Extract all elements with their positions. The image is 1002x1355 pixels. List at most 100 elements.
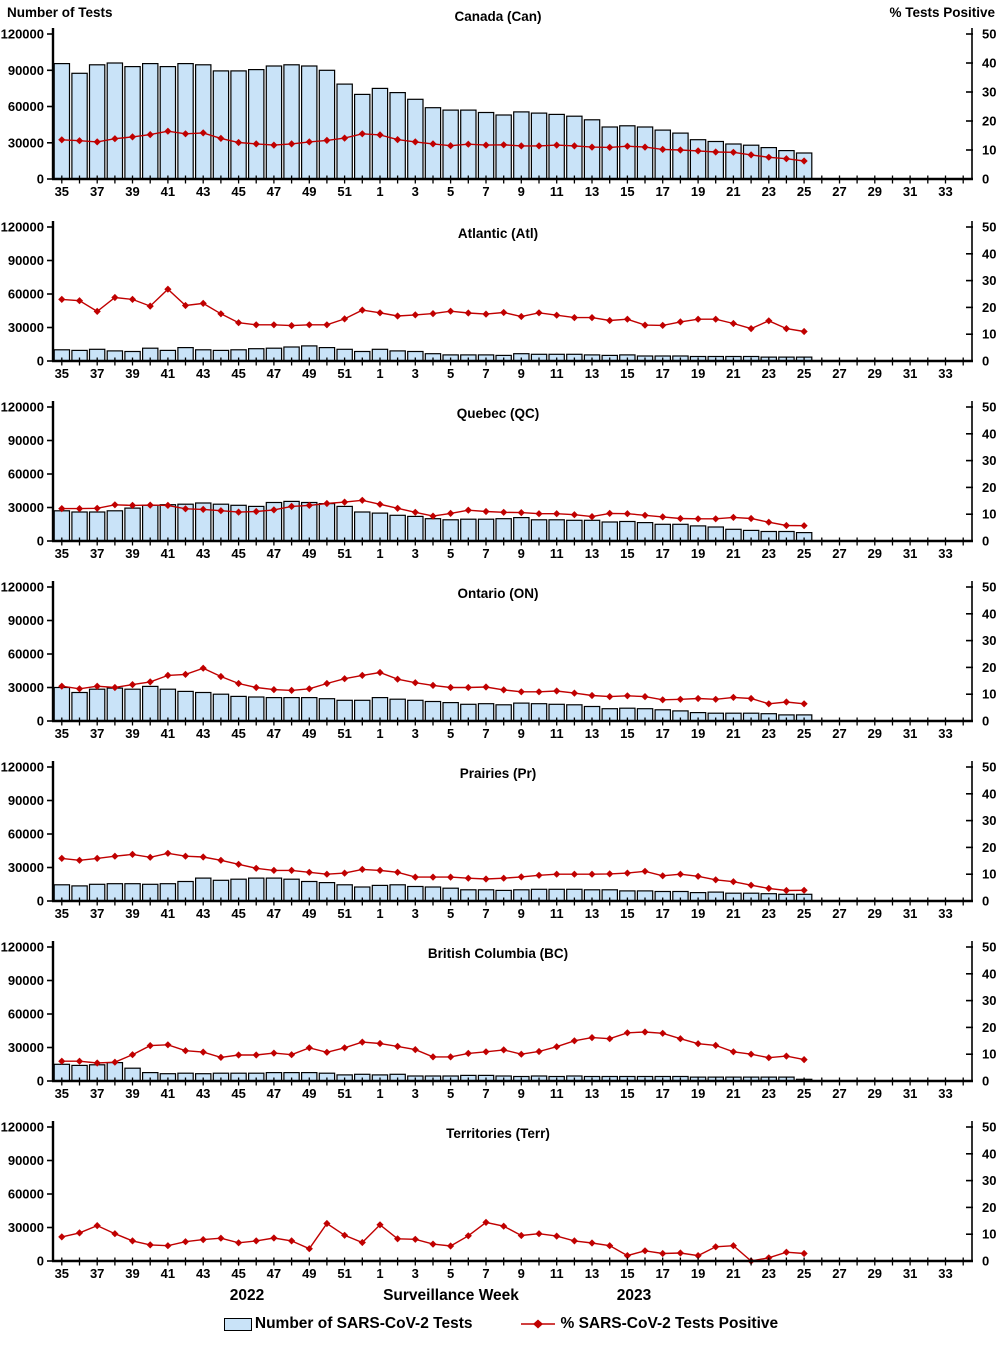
x-axis-tick-label: 35 xyxy=(55,184,69,199)
x-axis-tick-label: 45 xyxy=(231,1086,245,1099)
tests-bars-series xyxy=(53,500,813,542)
x-axis-tick-label: 33 xyxy=(938,906,952,919)
x-axis-tick-label: 45 xyxy=(231,366,245,379)
x-axis-tick-label: 7 xyxy=(482,1266,489,1279)
x-axis-tick-label: 15 xyxy=(620,184,634,199)
x-axis-tick-label: 35 xyxy=(55,906,69,919)
x-axis-tick-label: 37 xyxy=(90,184,104,199)
x-axis-tick-label: 17 xyxy=(655,1086,669,1099)
x-axis-tick-label: 5 xyxy=(447,1266,454,1279)
right-axis-tick-label: 30 xyxy=(982,813,996,828)
x-axis-tick-label: 37 xyxy=(90,906,104,919)
x-axis-tick-label: 49 xyxy=(302,184,316,199)
x-axis-tick-label: 31 xyxy=(903,1266,917,1279)
x-axis-tick-label: 13 xyxy=(585,906,599,919)
x-axis-tick-label: 25 xyxy=(797,726,811,739)
x-axis-tick-label: 39 xyxy=(125,366,139,379)
left-axis-tick-label: 120000 xyxy=(1,400,44,415)
x-axis-tick-label: 13 xyxy=(585,184,599,199)
x-axis-tick-label: 15 xyxy=(620,726,634,739)
right-axis-tick-label: 40 xyxy=(982,1146,996,1161)
x-axis-tick-label: 41 xyxy=(161,184,175,199)
x-axis-tick-label: 5 xyxy=(447,906,454,919)
x-axis-tick-label: 43 xyxy=(196,184,210,199)
left-axis-tick-label: 30000 xyxy=(8,135,44,150)
left-axis-tick-label: 0 xyxy=(37,534,44,549)
left-axis-tick-label: 0 xyxy=(37,714,44,729)
left-axis-tick-label: 90000 xyxy=(8,793,44,808)
x-axis-tick-label: 49 xyxy=(302,726,316,739)
left-axis-tick-label: 120000 xyxy=(1,580,44,595)
right-axis-tick-label: 20 xyxy=(982,300,996,315)
x-axis-tick-label: 23 xyxy=(762,906,776,919)
left-axis-tick-label: 90000 xyxy=(8,973,44,988)
x-axis-tick-label: 19 xyxy=(691,1086,705,1099)
x-axis-tick-label: 29 xyxy=(868,726,882,739)
x-axis-tick-label: 5 xyxy=(447,726,454,739)
x-axis-tick-label: 35 xyxy=(55,1266,69,1279)
pct-line-icon xyxy=(521,1319,556,1329)
x-axis-tick-label: 29 xyxy=(868,906,882,919)
left-axis-tick-label: 30000 xyxy=(8,680,44,695)
left-axis-tick-label: 90000 xyxy=(8,253,44,268)
right-axis-tick-label: 40 xyxy=(982,246,996,261)
x-axis-tick-label: 29 xyxy=(868,1266,882,1279)
x-axis-tick-label: 17 xyxy=(655,184,669,199)
x-axis-tick-label: 41 xyxy=(161,1086,175,1099)
right-axis-tick-label: 40 xyxy=(982,786,996,801)
right-axis-tick-label: 50 xyxy=(982,760,996,775)
x-axis-tick-label: 51 xyxy=(337,726,351,739)
x-axis-tick-label: 35 xyxy=(55,1086,69,1099)
chart-panel-ontario-on: 0 30000 60000 90000 120000 0 10 20 30 40 50 35 37 39 4… xyxy=(0,559,1002,740)
x-axis-tick-label: 15 xyxy=(620,906,634,919)
chart-panel-atlantic-atl: 0 30000 60000 90000 120000 0 10 20 30 40 50 35 37 39 4… xyxy=(0,199,1002,380)
legend-item-tests: Number of SARS-CoV-2 Tests xyxy=(223,1315,472,1333)
x-axis-tick-label: 9 xyxy=(518,546,525,559)
left-axis-tick-label: 90000 xyxy=(8,1153,44,1168)
right-axis-tick-label: 50 xyxy=(982,27,996,42)
x-axis-tick-label: 23 xyxy=(762,726,776,739)
right-axis-tick-label: 50 xyxy=(982,580,996,595)
left-axis-tick-label: 60000 xyxy=(8,1187,44,1202)
x-axis-tick-label: 27 xyxy=(832,546,846,559)
x-axis-tick-label: 43 xyxy=(196,546,210,559)
x-axis-tick-label: 11 xyxy=(550,906,564,919)
right-axis-tick-label: 40 xyxy=(982,966,996,981)
x-axis-tick-label: 17 xyxy=(655,726,669,739)
x-axis-tick-label: 7 xyxy=(482,906,489,919)
left-axis-tick-label: 60000 xyxy=(8,99,44,114)
chart-panel-territories-terr: 0 30000 60000 90000 120000 0 10 20 30 40 50 35 37 39 4… xyxy=(0,1099,1002,1280)
left-axis-tick-label: 90000 xyxy=(8,433,44,448)
x-axis-tick-label: 11 xyxy=(550,366,564,379)
x-axis-tick-label: 13 xyxy=(585,1266,599,1279)
chart-panel-quebec-qc: 0 30000 60000 90000 120000 0 10 20 30 40 50 35 37 39 4… xyxy=(0,379,1002,560)
x-axis-tick-label: 1 xyxy=(376,906,383,919)
x-axis-tick-label: 17 xyxy=(655,1266,669,1279)
x-axis-tick-label: 3 xyxy=(412,726,419,739)
right-axis-tick-label: 40 xyxy=(982,56,996,71)
x-axis-tick-label: 25 xyxy=(797,184,811,199)
x-axis-tick-label: 39 xyxy=(125,1266,139,1279)
chart-panel-british-columbia-bc: 0 30000 60000 90000 120000 0 10 20 30 40 50 35 37 39 4… xyxy=(0,919,1002,1100)
x-axis-tick-label: 13 xyxy=(585,366,599,379)
left-axis-tick-label: 120000 xyxy=(1,1120,44,1135)
right-axis-tick-label: 20 xyxy=(982,1200,996,1215)
x-axis-tick-label: 25 xyxy=(797,546,811,559)
x-axis-tick-label: 29 xyxy=(868,546,882,559)
x-axis-tick-label: 21 xyxy=(726,366,740,379)
x-axis-tick-label: 51 xyxy=(337,906,351,919)
x-axis-tick-label: 47 xyxy=(267,906,281,919)
x-axis-tick-label: 31 xyxy=(903,906,917,919)
x-axis-tick-label: 45 xyxy=(231,184,245,199)
left-axis-tick-label: 30000 xyxy=(8,320,44,335)
right-axis-tick-label: 30 xyxy=(982,85,996,100)
x-axis-tick-label: 21 xyxy=(726,726,740,739)
left-axis-tick-label: 0 xyxy=(37,354,44,369)
x-axis-tick-label: 23 xyxy=(762,366,776,379)
right-axis-tick-label: 20 xyxy=(982,840,996,855)
left-axis-tick-label: 0 xyxy=(37,894,44,909)
x-axis-tick-label: 33 xyxy=(938,1266,952,1279)
x-axis-tick-label: 45 xyxy=(231,546,245,559)
right-axis-tick-label: 50 xyxy=(982,940,996,955)
x-axis-tick-label: 41 xyxy=(161,546,175,559)
